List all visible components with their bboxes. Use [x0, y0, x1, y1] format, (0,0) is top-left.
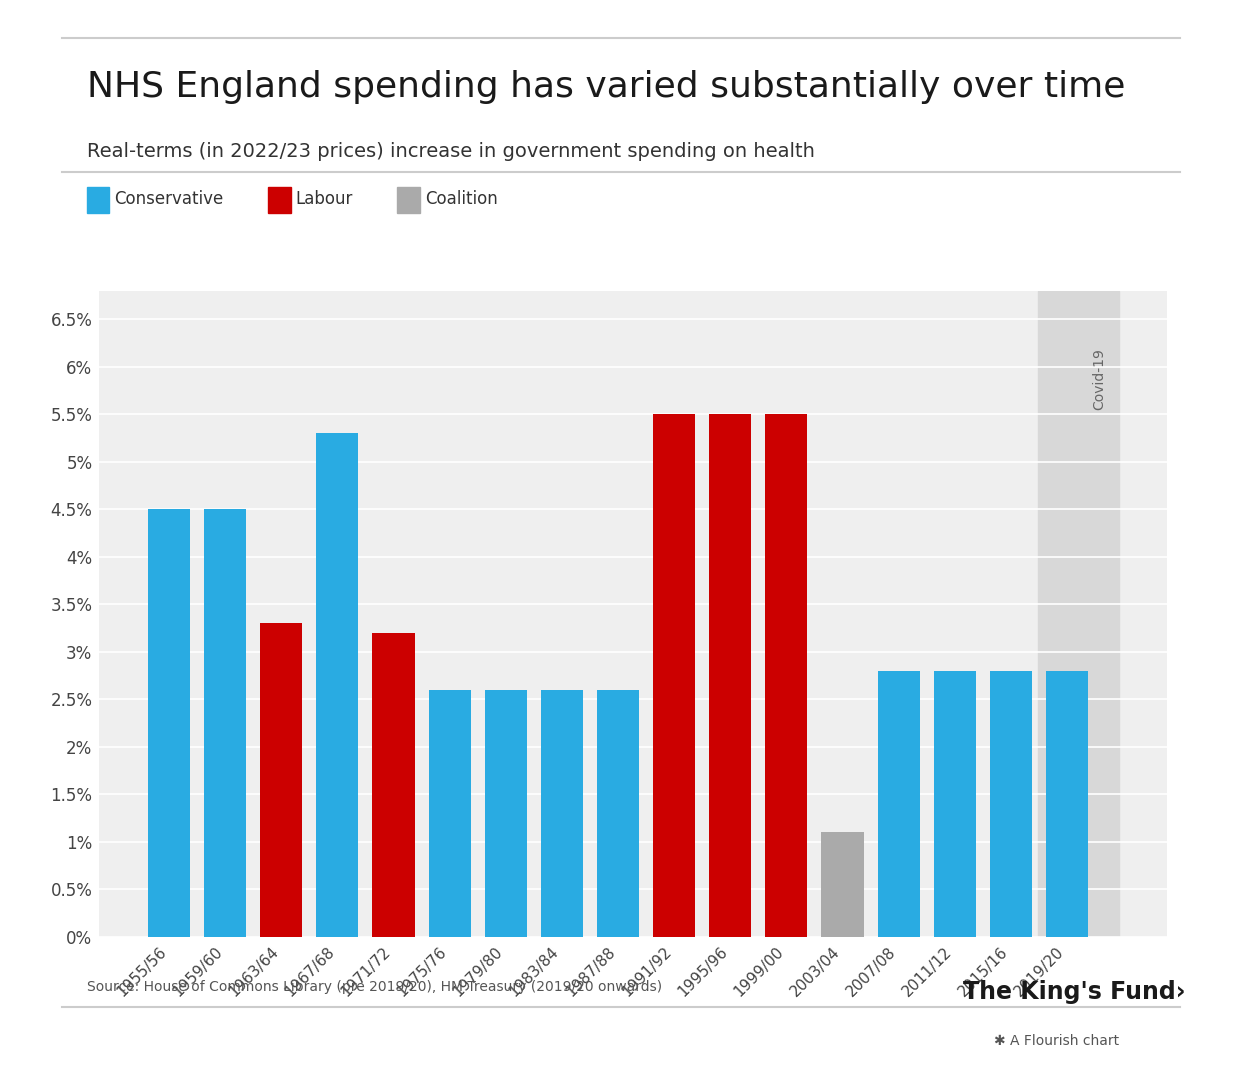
Bar	[204, 509, 246, 937]
Text: Covid-19: Covid-19	[1093, 348, 1107, 409]
Text: Real-terms (in 2022/23 prices) increase in government spending on health: Real-terms (in 2022/23 prices) increase …	[87, 142, 815, 162]
Bar	[1046, 671, 1088, 937]
Bar	[709, 415, 751, 937]
Text: Labour: Labour	[296, 191, 353, 208]
Bar	[653, 415, 696, 937]
Bar	[428, 690, 471, 937]
Bar	[990, 671, 1032, 937]
Text: Conservative: Conservative	[114, 191, 224, 208]
Bar	[317, 433, 359, 937]
Bar	[260, 624, 302, 937]
Bar	[821, 833, 863, 937]
Bar	[1037, 291, 1119, 937]
Bar	[540, 690, 582, 937]
Bar	[373, 633, 415, 937]
Text: Coalition: Coalition	[425, 191, 498, 208]
Bar	[484, 690, 527, 937]
Bar	[934, 671, 976, 937]
Text: NHS England spending has varied substantially over time: NHS England spending has varied substant…	[87, 70, 1125, 104]
Bar	[878, 671, 919, 937]
Bar	[597, 690, 640, 937]
Bar	[765, 415, 807, 937]
Bar	[148, 509, 190, 937]
Text: The King's Fund›: The King's Fund›	[963, 980, 1185, 1004]
Text: Source: House of Commons Library (pre 2019/20), HM Treasury (2019/20 onwards): Source: House of Commons Library (pre 20…	[87, 980, 662, 994]
Text: ✱ A Flourish chart: ✱ A Flourish chart	[994, 1034, 1119, 1048]
